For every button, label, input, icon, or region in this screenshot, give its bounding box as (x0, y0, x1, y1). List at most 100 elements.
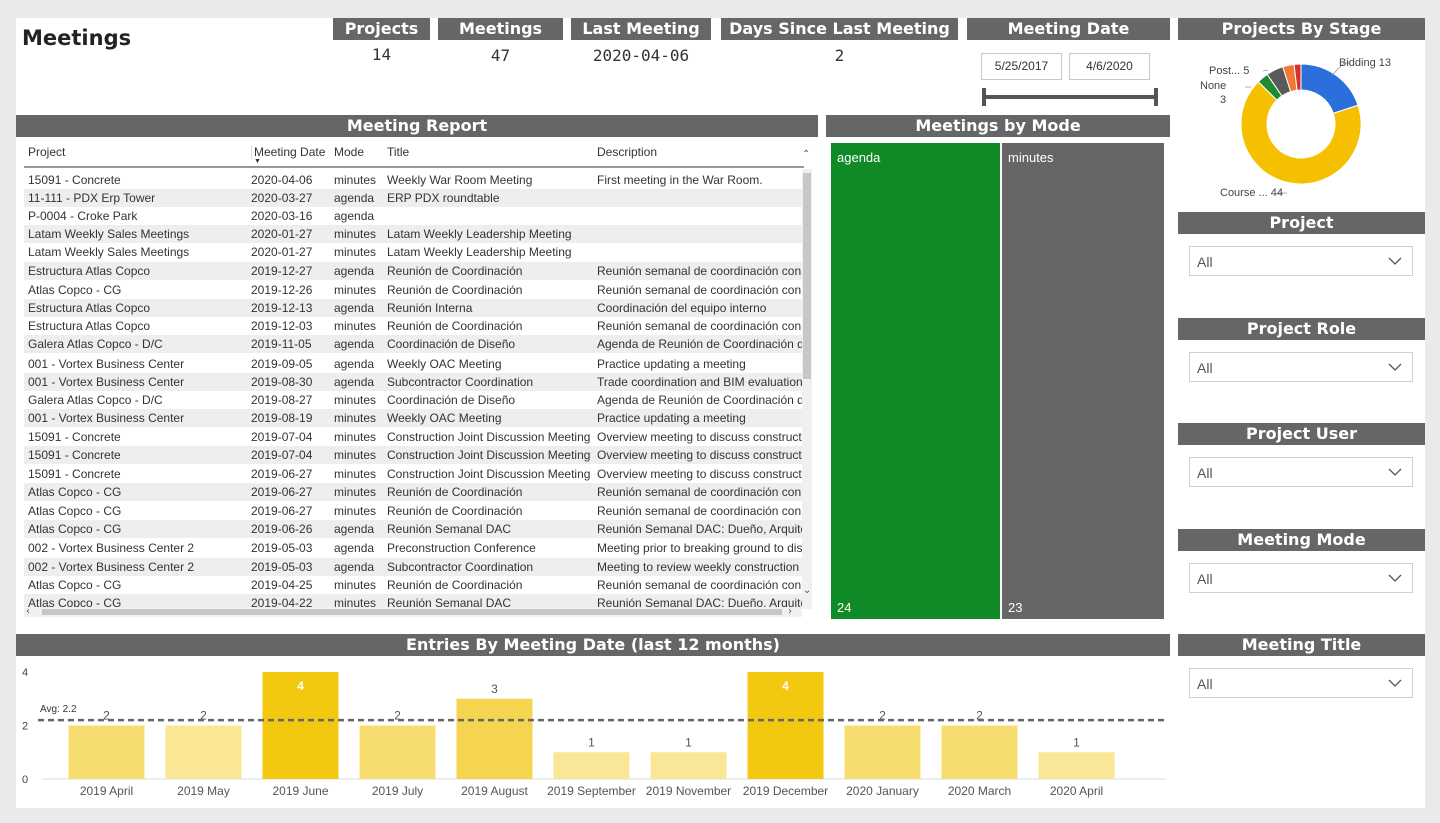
cell-meeting-date: 2019-06-26 (251, 522, 313, 536)
cell-meeting-date: 2019-05-03 (251, 560, 313, 574)
table-vertical-scroll-thumb[interactable] (803, 173, 811, 379)
meeting-title-dropdown[interactable]: All (1189, 668, 1413, 698)
table-row[interactable]: Galera Atlas Copco - D/C 2019-11-05 agenda… (24, 335, 802, 353)
bar-2020-march[interactable] (941, 725, 1018, 780)
cell-description: Practice updating a meeting (597, 411, 746, 425)
table-row[interactable]: 15091 - Concrete 2019-07-04 minutes Constru… (24, 428, 802, 446)
bar-2019-september[interactable] (553, 752, 630, 779)
meeting-date-slider-start-handle[interactable] (982, 88, 986, 106)
donut-slice-bidding[interactable] (1300, 63, 1359, 115)
table-row[interactable]: 002 - Vortex Business Center 2 2019-05-03… (24, 539, 802, 557)
table-row[interactable]: 15091 - Concrete 2020-04-06 minutes Weekly … (24, 171, 802, 189)
cell-meeting-date: 2019-06-27 (251, 504, 313, 518)
bar-2019-november[interactable] (650, 752, 727, 779)
donut-slice-red[interactable] (1293, 63, 1302, 91)
meeting-mode-dropdown[interactable]: All (1189, 563, 1413, 593)
cell-meeting-date: 2019-08-30 (251, 375, 313, 389)
cell-meeting-date: 2019-08-19 (251, 411, 313, 425)
table-row[interactable]: Estructura Atlas Copco 2019-12-03 minutes R… (24, 317, 802, 335)
table-row[interactable]: 11-111 - PDX Erp Tower 2020-03-27 agenda ER… (24, 189, 802, 207)
donut-slice-course[interactable] (1240, 81, 1362, 185)
table-horizontal-scrollbar[interactable] (24, 607, 802, 617)
bar-2019-june[interactable] (262, 672, 339, 779)
meeting-mode-slicer-header: Meeting Mode (1178, 529, 1425, 551)
bar-2019-july[interactable] (359, 725, 436, 780)
table-row[interactable]: Atlas Copco - CG 2019-04-25 minutes Reunión… (24, 576, 802, 594)
cell-mode: agenda (334, 357, 375, 371)
bar-data-label: 2 (103, 709, 110, 723)
cell-title: Construction Joint Discussion Meeting (387, 448, 591, 462)
table-row[interactable]: Estructura Atlas Copco 2019-12-13 agenda Re… (24, 299, 802, 317)
cell-description: First meeting in the War Room. (597, 173, 763, 187)
meeting-date-end-input[interactable]: 4/6/2020 (1069, 53, 1150, 80)
cell-project: 001 - Vortex Business Center (28, 375, 185, 389)
cell-mode: agenda (334, 209, 375, 223)
project-role-dropdown[interactable]: All (1189, 352, 1413, 382)
bar-2019-april[interactable] (68, 725, 145, 780)
table-row[interactable]: 001 - Vortex Business Center 2019-09-05 ag… (24, 355, 802, 373)
cell-title: Reunión de Coordinación (387, 485, 523, 499)
meeting-date-header: Meeting Date (967, 18, 1170, 40)
table-row[interactable]: Atlas Copco - CG 2019-06-27 minutes Reunión… (24, 483, 802, 501)
kpi-last-meeting-header: Last Meeting (571, 18, 711, 40)
bar-2020-january[interactable] (844, 725, 921, 780)
y-tick-label: 2 (22, 721, 28, 733)
mode-block-agenda[interactable]: agenda 24 (831, 143, 1000, 619)
scroll-up-arrow-icon[interactable]: ⌃ (802, 149, 811, 160)
cell-description: Coordinación del equipo interno (597, 301, 767, 315)
meeting-date-start-input[interactable]: 5/25/2017 (981, 53, 1062, 80)
cell-meeting-date: 2019-11-05 (251, 337, 312, 351)
bar-data-label: 1 (588, 735, 595, 749)
meeting-report-table[interactable]: Project Meeting Date ▼ Mode Title Descri… (24, 141, 814, 619)
table-row[interactable]: Atlas Copco - CG 2019-06-27 minutes Reunión… (24, 502, 802, 520)
table-row[interactable]: Latam Weekly Sales Meetings 2020-01-27 min… (24, 243, 802, 261)
scroll-left-arrow-icon[interactable]: ‹ (26, 606, 30, 617)
table-vertical-scrollbar[interactable] (802, 169, 812, 609)
cell-title: Weekly OAC Meeting (387, 411, 502, 425)
cell-meeting-date: 2019-09-05 (251, 357, 313, 371)
column-header-mode[interactable]: Mode (334, 145, 365, 159)
scroll-down-arrow-icon[interactable]: ⌄ (803, 585, 812, 596)
entries-bar-chart[interactable]: 0 2 4 2 2019 April 2 2019 May 4 2019 June 2 2019 J… (16, 660, 1170, 805)
cell-title: Reunión de Coordinación (387, 578, 523, 592)
column-header-description[interactable]: Description (597, 145, 658, 159)
cell-meeting-date: 2019-04-25 (251, 578, 313, 592)
cell-meeting-date: 2019-06-27 (251, 485, 313, 499)
table-row[interactable]: Galera Atlas Copco - D/C 2019-08-27 minute… (24, 391, 802, 409)
cell-meeting-date: 2019-12-26 (251, 283, 313, 297)
project-user-dropdown-value: All (1197, 465, 1213, 481)
table-horizontal-scroll-thumb[interactable] (42, 609, 782, 615)
project-dropdown[interactable]: All (1189, 246, 1413, 276)
kpi-days-since-header: Days Since Last Meeting (721, 18, 958, 40)
projects-by-stage-donut[interactable] (1180, 42, 1424, 208)
column-header-title[interactable]: Title (387, 145, 410, 159)
bar-2020-april[interactable] (1038, 752, 1115, 779)
table-row[interactable]: Atlas Copco - CG 2019-12-26 minutes Reunión… (24, 281, 802, 299)
table-row[interactable]: Latam Weekly Sales Meetings 2020-01-27 min… (24, 225, 802, 243)
cell-title: Latam Weekly Leadership Meeting (387, 227, 572, 241)
table-row[interactable]: Estructura Atlas Copco 2019-12-27 agenda Re… (24, 262, 802, 280)
table-row[interactable]: 001 - Vortex Business Center 2019-08-19 mi… (24, 409, 802, 427)
table-row[interactable]: 001 - Vortex Business Center 2019-08-30 ag… (24, 373, 802, 391)
table-row[interactable]: 15091 - Concrete 2019-06-27 minutes Constru… (24, 465, 802, 483)
cell-description: Reunión semanal de coordinación con S (597, 485, 802, 499)
meeting-date-slider-track[interactable] (984, 95, 1157, 99)
table-row[interactable]: Atlas Copco - CG 2019-06-26 agenda Reunión … (24, 520, 802, 538)
bar-2019-may[interactable] (165, 725, 242, 780)
table-row[interactable]: 002 - Vortex Business Center 2 2019-05-03… (24, 558, 802, 576)
meeting-date-slider-end-handle[interactable] (1154, 88, 1158, 106)
x-tick-label: 2019 December (743, 784, 828, 798)
project-user-dropdown[interactable]: All (1189, 457, 1413, 487)
column-header-meeting-date[interactable]: Meeting Date (251, 145, 331, 159)
mode-block-minutes[interactable]: minutes 23 (1002, 143, 1164, 619)
cell-meeting-date: 2019-05-03 (251, 541, 313, 555)
project-role-slicer-header: Project Role (1178, 318, 1425, 340)
bar-data-label: 2 (976, 709, 983, 723)
table-row[interactable]: 15091 - Concrete 2019-07-04 minutes Constru… (24, 446, 802, 464)
table-row[interactable]: P-0004 - Croke Park 2020-03-16 agenda (24, 207, 802, 225)
scroll-right-arrow-icon[interactable]: › (788, 606, 792, 617)
cell-mode: agenda (334, 522, 375, 536)
bar-2019-december[interactable] (747, 672, 824, 779)
column-header-project[interactable]: Project (28, 145, 66, 159)
bar-2019-august[interactable] (456, 698, 533, 779)
